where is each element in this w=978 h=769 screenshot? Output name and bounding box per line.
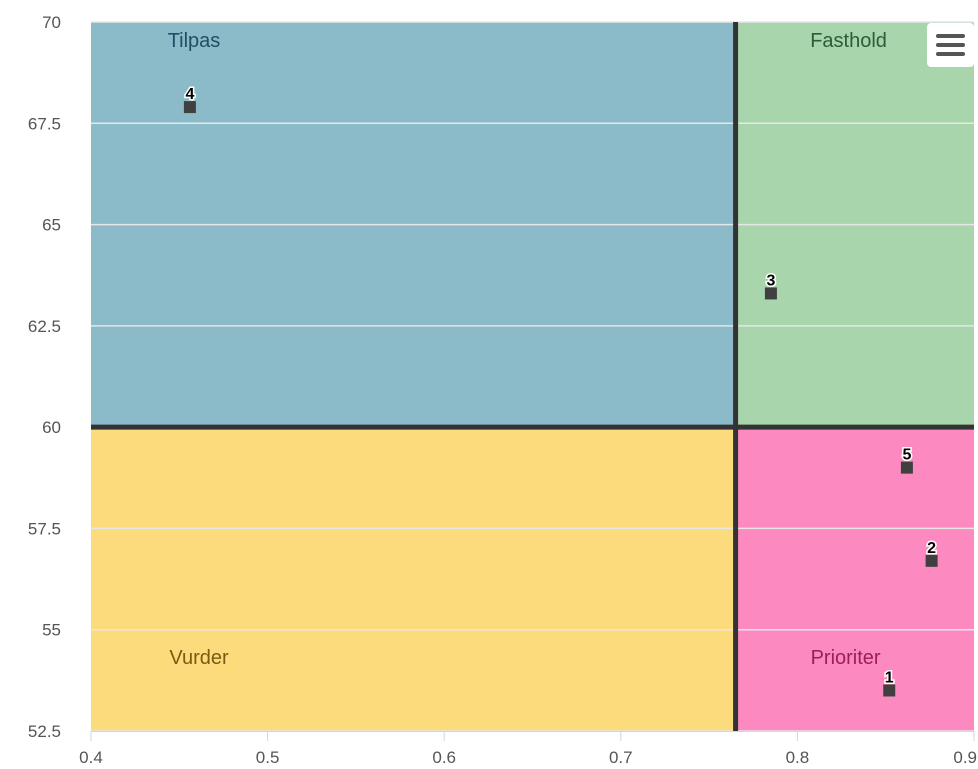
x-tick-label: 0.7	[609, 748, 633, 767]
hamburger-menu-icon-bar	[936, 43, 965, 47]
data-point-label: 2	[927, 540, 936, 557]
hamburger-menu-icon-bar	[936, 52, 965, 56]
x-tick-label: 0.9	[953, 748, 977, 767]
quadrant-label-top-right: Fasthold	[810, 30, 887, 52]
data-point-label: 4	[185, 86, 194, 103]
data-point-label: 3	[766, 272, 775, 289]
data-point-label: 5	[902, 447, 911, 464]
data-point-2[interactable]	[925, 554, 938, 567]
quadrant-bottom-left	[91, 427, 736, 731]
x-tick-label: 0.6	[432, 748, 456, 767]
quadrant-label-bottom-left: Vurder	[169, 647, 229, 669]
y-tick-label: 62.5	[28, 317, 61, 336]
data-point-label: 1	[885, 669, 894, 686]
data-point-3[interactable]	[764, 287, 777, 300]
y-tick-label: 57.5	[28, 519, 61, 538]
quadrant-label-bottom-right: Prioriter	[811, 647, 881, 669]
y-tick-label: 65	[42, 216, 61, 235]
data-point-1[interactable]	[883, 684, 896, 697]
quadrant-bottom-right	[735, 427, 974, 731]
x-tick-label: 0.8	[786, 748, 810, 767]
y-tick-label: 52.5	[28, 722, 61, 741]
data-point-4[interactable]	[183, 101, 196, 114]
x-tick-label: 0.4	[79, 748, 103, 767]
quadrant-label-top-left: Tilpas	[168, 30, 221, 52]
y-tick-label: 70	[42, 13, 61, 32]
chart-menu-button[interactable]	[927, 23, 974, 67]
y-tick-label: 60	[42, 418, 61, 437]
x-tick-label: 0.5	[256, 748, 280, 767]
data-point-5[interactable]	[900, 461, 913, 474]
y-tick-label: 55	[42, 621, 61, 640]
y-tick-label: 67.5	[28, 114, 61, 133]
hamburger-menu-icon	[936, 34, 965, 38]
